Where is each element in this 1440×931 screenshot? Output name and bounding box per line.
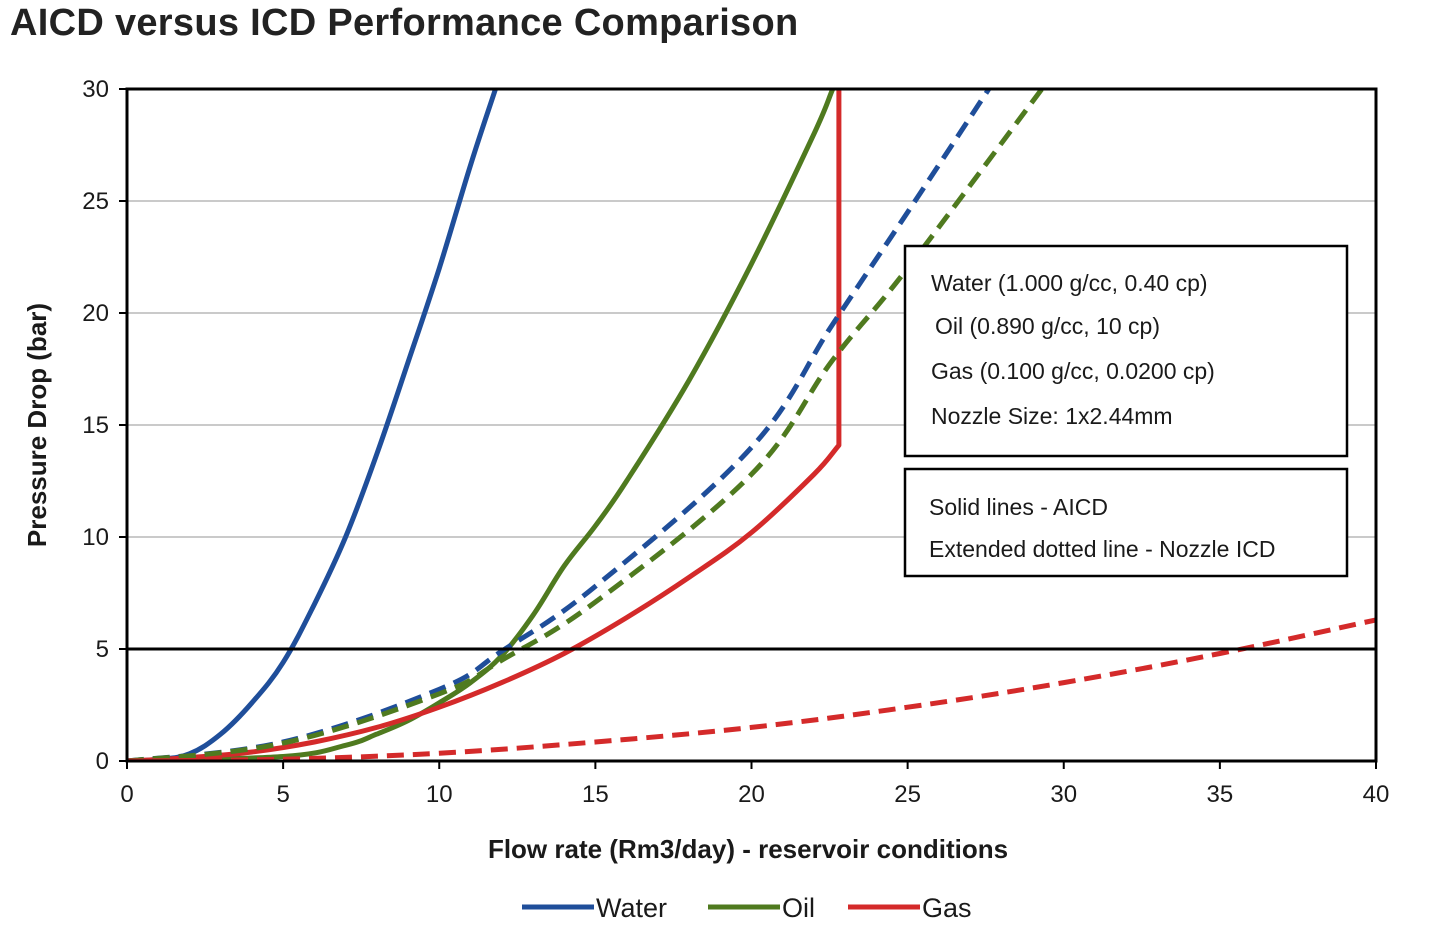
x-tick-label: 40 xyxy=(1363,781,1390,808)
fluid-box-line: Nozzle Size: 1x2.44mm xyxy=(931,403,1173,429)
x-tick-label: 15 xyxy=(582,781,609,808)
style-box-line: Extended dotted line - Nozzle ICD xyxy=(929,536,1275,562)
chart-title: AICD versus ICD Performance Comparison xyxy=(10,2,799,44)
y-tick-label: 30 xyxy=(82,76,109,103)
x-tick-label: 35 xyxy=(1207,781,1234,808)
legend-label-water: Water xyxy=(596,893,667,923)
series-line-water-dashed xyxy=(127,89,991,761)
y-tick-label: 10 xyxy=(82,524,109,551)
fluid-properties-box: Water (1.000 g/cc, 0.40 cp) Oil (0.890 g… xyxy=(903,244,1349,458)
y-tick-label: 25 xyxy=(82,188,109,215)
y-tick-label: 20 xyxy=(82,300,109,327)
fluid-box-line: Oil (0.890 g/cc, 10 cp) xyxy=(935,313,1160,339)
y-tick-label: 5 xyxy=(96,636,109,663)
y-tick-label: 0 xyxy=(96,748,109,775)
x-tick-label: 20 xyxy=(738,781,765,808)
line-style-box: Solid lines - AICD Extended dotted line … xyxy=(903,467,1349,578)
series-line-oil-solid xyxy=(127,89,836,761)
x-axis-label: Flow rate (Rm3/day) - reservoir conditio… xyxy=(488,834,1008,864)
series-line-gas-solid xyxy=(127,89,842,761)
fluid-box-line: Gas (0.100 g/cc, 0.0200 cp) xyxy=(931,358,1215,384)
legend-label-oil: Oil xyxy=(782,893,815,923)
series-line-oil-dashed xyxy=(127,89,1044,761)
x-tick-label: 0 xyxy=(120,781,133,808)
series-layer xyxy=(127,89,1376,761)
series-line-gas-dashed xyxy=(127,617,1376,761)
legend-label-gas: Gas xyxy=(922,893,972,923)
style-box-line: Solid lines - AICD xyxy=(929,494,1108,520)
y-axis-label: Pressure Drop (bar) xyxy=(22,303,52,547)
x-tick-label: 25 xyxy=(894,781,921,808)
legend: Water Oil Gas xyxy=(522,893,972,923)
series-line-water-solid xyxy=(127,89,498,761)
axis-ticks: 0 5 10 15 20 25 30 0 5 10 15 20 25 30 35 40 xyxy=(82,76,1389,808)
y-tick-label: 15 xyxy=(82,412,109,439)
fluid-box-line: Water (1.000 g/cc, 0.40 cp) xyxy=(931,270,1208,296)
x-tick-label: 5 xyxy=(276,781,289,808)
x-tick-label: 30 xyxy=(1050,781,1077,808)
x-tick-label: 10 xyxy=(426,781,453,808)
